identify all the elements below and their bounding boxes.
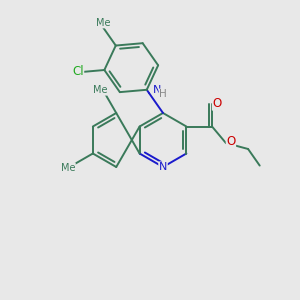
Text: N: N <box>159 162 167 172</box>
Text: H: H <box>159 89 167 99</box>
Text: Me: Me <box>96 18 111 28</box>
Text: O: O <box>212 97 222 110</box>
Text: N: N <box>153 85 161 95</box>
Text: Cl: Cl <box>72 65 84 78</box>
Text: O: O <box>226 134 236 148</box>
Text: Me: Me <box>61 163 75 173</box>
Text: Me: Me <box>92 85 107 95</box>
